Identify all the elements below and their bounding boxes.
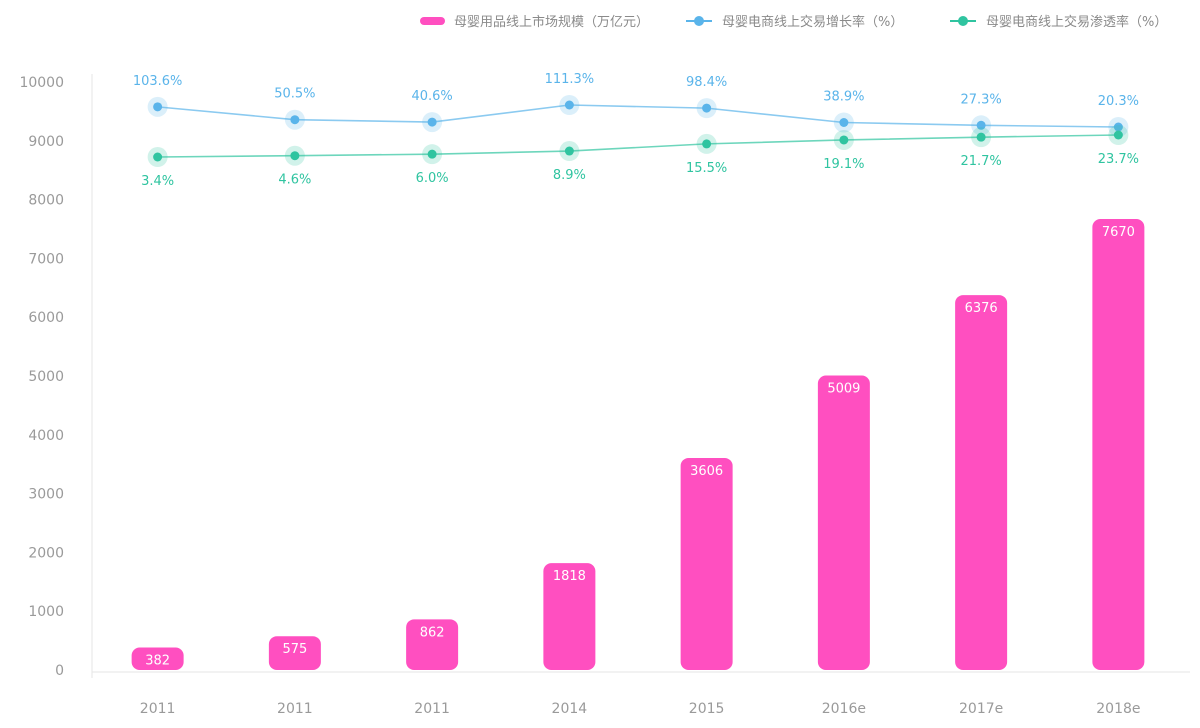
y-tick-label: 9000	[28, 134, 64, 150]
x-tick-label: 2016e	[822, 701, 866, 717]
penetration-rate-value-label: 19.1%	[823, 157, 864, 172]
legend-penetration-swatch-dot	[958, 16, 968, 26]
y-tick-label: 8000	[28, 193, 64, 209]
growth-rate-point	[976, 120, 986, 130]
bar	[817, 375, 870, 670]
penetration-rate-point	[839, 135, 849, 145]
penetration-rate-value-label: 15.5%	[686, 161, 727, 176]
y-tick-label: 4000	[28, 428, 64, 444]
legend-label: 母婴用品线上市场规模（万亿元）	[454, 14, 649, 30]
growth-rate-value-label: 40.6%	[411, 89, 452, 104]
penetration-rate-point	[290, 151, 300, 161]
penetration-rate-value-label: 23.7%	[1098, 152, 1139, 167]
bar-value-label: 382	[145, 654, 170, 669]
growth-rate-value-label: 38.9%	[823, 90, 864, 105]
penetration-rate-point	[427, 149, 437, 159]
x-tick-label: 2011	[140, 701, 176, 717]
penetration-rate-value-label: 4.6%	[278, 173, 311, 188]
penetration-rate-value-label: 3.4%	[141, 174, 174, 189]
bar-value-label: 1818	[553, 569, 586, 584]
legend-label: 母婴电商线上交易增长率（%）	[722, 14, 903, 30]
growth-rate-point	[290, 115, 300, 125]
growth-rate-point	[1113, 122, 1123, 132]
x-tick-label: 2018e	[1096, 701, 1140, 717]
growth-rate-point	[702, 103, 712, 113]
y-tick-label: 5000	[28, 369, 64, 385]
x-axis: 2011 2011 2011 2014 2015 2016e 2017e 2018e	[92, 671, 1190, 717]
bar-series: 382 575 862 1818 3606 5009 6376 7670	[131, 219, 1145, 670]
growth-rate-point	[153, 102, 163, 112]
growth-rate-value-label: 111.3%	[545, 72, 595, 87]
penetration-rate-line	[157, 134, 1119, 158]
bar-value-label: 7670	[1102, 225, 1135, 240]
y-tick-label: 1000	[28, 604, 64, 620]
bar	[406, 619, 459, 670]
bar-value-label: 5009	[827, 381, 860, 396]
growth-rate-point	[564, 100, 574, 110]
y-tick-label: 2000	[28, 545, 64, 561]
x-tick-label: 2011	[277, 701, 313, 717]
bar-value-label: 575	[282, 642, 307, 657]
bar-value-label: 862	[420, 625, 445, 640]
growth-rate-value-label: 27.3%	[960, 92, 1001, 107]
x-tick-label: 2015	[689, 701, 725, 717]
bar	[955, 295, 1008, 670]
y-axis: 0 1000 2000 3000 4000 5000 6000 7000 8000 9000 100…	[19, 74, 93, 679]
x-tick-label: 2014	[552, 701, 588, 717]
growth-rate-point	[427, 117, 437, 127]
bar	[268, 636, 321, 670]
penetration-rate-point	[976, 132, 986, 142]
line-series: 103.6% 50.5% 40.6% 111.3% 98.4% 38.9% 27.3% 20.…	[133, 72, 1139, 189]
growth-rate-value-label: 50.5%	[274, 87, 315, 102]
growth-rate-value-label: 103.6%	[133, 74, 183, 89]
penetration-rate-point	[1113, 130, 1123, 140]
x-tick-label: 2017e	[959, 701, 1003, 717]
bar-value-label: 3606	[690, 464, 723, 479]
legend-label: 母婴电商线上交易渗透率（%）	[986, 14, 1167, 30]
penetration-rate-point	[702, 139, 712, 149]
legend: 母婴用品线上市场规模（万亿元） 母婴电商线上交易增长率（%） 母婴电商线上交易渗透率…	[420, 14, 1167, 30]
legend-growth-swatch-dot	[694, 16, 704, 26]
bar-value-label: 6376	[965, 301, 998, 316]
penetration-rate-value-label: 8.9%	[553, 168, 586, 183]
penetration-rate-point	[564, 146, 574, 156]
x-tick-label: 2011	[414, 701, 450, 717]
y-tick-label: 7000	[28, 251, 64, 267]
bar	[131, 647, 184, 670]
growth-rate-line	[157, 104, 1119, 128]
growth-rate-value-label: 98.4%	[686, 75, 727, 90]
growth-rate-value-label: 20.3%	[1098, 94, 1139, 109]
growth-rate-point	[839, 118, 849, 128]
bar	[680, 457, 733, 670]
bar	[1092, 219, 1145, 670]
legend-bar-swatch	[420, 17, 445, 25]
y-tick-label: 3000	[28, 487, 64, 503]
y-tick-label: 0	[55, 663, 64, 679]
bar	[543, 563, 596, 670]
penetration-rate-value-label: 21.7%	[960, 154, 1001, 169]
penetration-rate-value-label: 6.0%	[416, 171, 449, 186]
y-tick-label: 10000	[19, 75, 64, 91]
y-tick-label: 6000	[28, 310, 64, 326]
penetration-rate-point	[153, 152, 163, 162]
